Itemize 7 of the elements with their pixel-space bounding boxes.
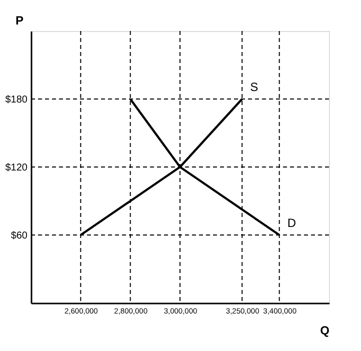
series-label: S — [250, 80, 258, 94]
y-tick-label: $120 — [5, 162, 28, 174]
series-label: D — [287, 216, 296, 230]
y-axis-title: P — [15, 14, 24, 28]
x-axis-title: Q — [320, 324, 330, 338]
y-tick-label: $60 — [10, 230, 28, 242]
y-tick-label: $180 — [5, 94, 28, 106]
